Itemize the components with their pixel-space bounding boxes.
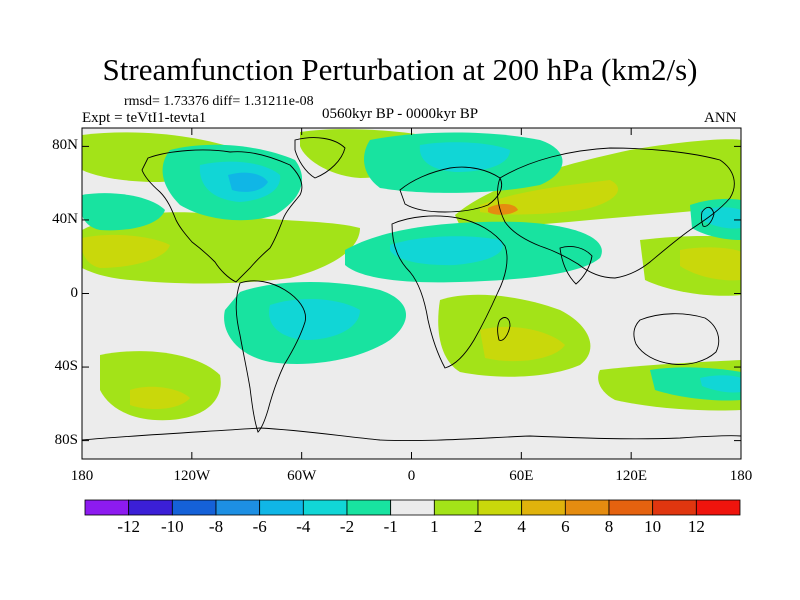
y-tick-label-1: 40N (52, 210, 78, 227)
field-pos-core-pacific (82, 234, 170, 268)
coast-australia (633, 313, 720, 365)
colorbar-box-5 (302, 499, 348, 516)
coast-japan (700, 206, 715, 227)
field-pos-core-spac (130, 386, 190, 410)
field-neg-core-scandinavia (419, 142, 510, 172)
field-pos-north-pacific-west (82, 212, 360, 284)
period-label: 0560kyr BP - 0000kyr BP (322, 106, 479, 122)
axis-ticks (81, 128, 742, 459)
colorbar-box-12 (608, 499, 654, 516)
season-label: ANN (704, 110, 737, 126)
colorbar-box-4 (259, 499, 304, 516)
y-tick-label-4: 80S (54, 431, 78, 448)
coast-south-america (235, 280, 306, 433)
field-pos-core-africa (480, 326, 565, 362)
x-tick-label-5: 120E (615, 468, 647, 484)
coastlines (82, 137, 741, 441)
colorbar-box-6 (346, 499, 392, 516)
field-neg-pacific-west (82, 193, 165, 231)
colorbar-label-6: -1 (383, 517, 398, 536)
coast-north-america (141, 149, 303, 283)
x-tick-label-0: 180 (70, 468, 94, 484)
colorbar-box-8 (433, 499, 479, 516)
contour-field (82, 128, 741, 459)
y-tick-label-0: 80N (52, 137, 78, 154)
x-tick-label-3: 0 (407, 468, 416, 484)
x-tick-label-6: 180 (729, 468, 753, 484)
colorbar-label-1: -10 (160, 517, 184, 536)
colorbar-box-3 (215, 499, 261, 516)
coast-africa (391, 215, 508, 369)
colorbar-box-10 (521, 499, 566, 516)
coast-asia (497, 147, 735, 279)
y-tick-label-3: 40S (54, 358, 78, 375)
x-tick-label-2: 60W (287, 468, 317, 484)
field-neg-strong-north-america (228, 172, 268, 192)
experiment-label: Expt = teVtI1-tevta1 (82, 110, 207, 126)
y-tick-label-2: 0 (70, 284, 79, 301)
colorbar-box-7 (390, 499, 435, 516)
field-neg-core-south-america (269, 298, 360, 340)
field-pos-core-wpac (680, 247, 741, 281)
coast-greenland (294, 137, 346, 179)
colorbar-label-3: -6 (252, 517, 267, 536)
colorbar-label-2: -8 (208, 517, 224, 536)
field-neg-core-south-indian (700, 375, 741, 393)
colorbar-label-10: 6 (561, 517, 570, 536)
stats-line: rmsd= 1.73376 diff= 1.31211e-08 (124, 94, 314, 109)
colorbar-box-13 (652, 499, 697, 516)
coast-europe (399, 166, 503, 213)
coast-india (559, 245, 593, 285)
colorbar-label-4: -4 (296, 517, 311, 536)
x-tick-label-4: 60E (509, 468, 534, 484)
colorbar-box-9 (477, 499, 523, 516)
coast-madagascar (497, 317, 511, 341)
field-pos-core-asia (480, 180, 619, 215)
colorbar-label-12: 10 (644, 517, 662, 536)
colorbar-label-0: -12 (117, 517, 140, 536)
field-pos-max-asia (488, 204, 518, 215)
colorbar-label-13: 12 (687, 517, 705, 536)
colorbar-label-7: 1 (430, 517, 439, 536)
colorbar-box-1 (128, 499, 173, 516)
coast-antarctica (82, 427, 741, 441)
colorbar-label-9: 4 (517, 517, 526, 536)
colorbar-box-2 (171, 499, 217, 516)
colorbar-box-0 (84, 499, 130, 516)
colorbar-label-11: 8 (604, 517, 614, 536)
colorbar-label-5: -2 (339, 517, 355, 536)
colorbar-box-11 (564, 499, 610, 516)
plot-title: Streamfunction Perturbation at 200 hPa (… (102, 52, 698, 87)
x-tick-label-1: 120W (173, 468, 211, 484)
colorbar-box-14 (695, 499, 741, 516)
colorbar-label-8: 2 (473, 517, 483, 536)
colorbar (84, 499, 741, 516)
field-neg-core-atlantic (390, 236, 503, 266)
